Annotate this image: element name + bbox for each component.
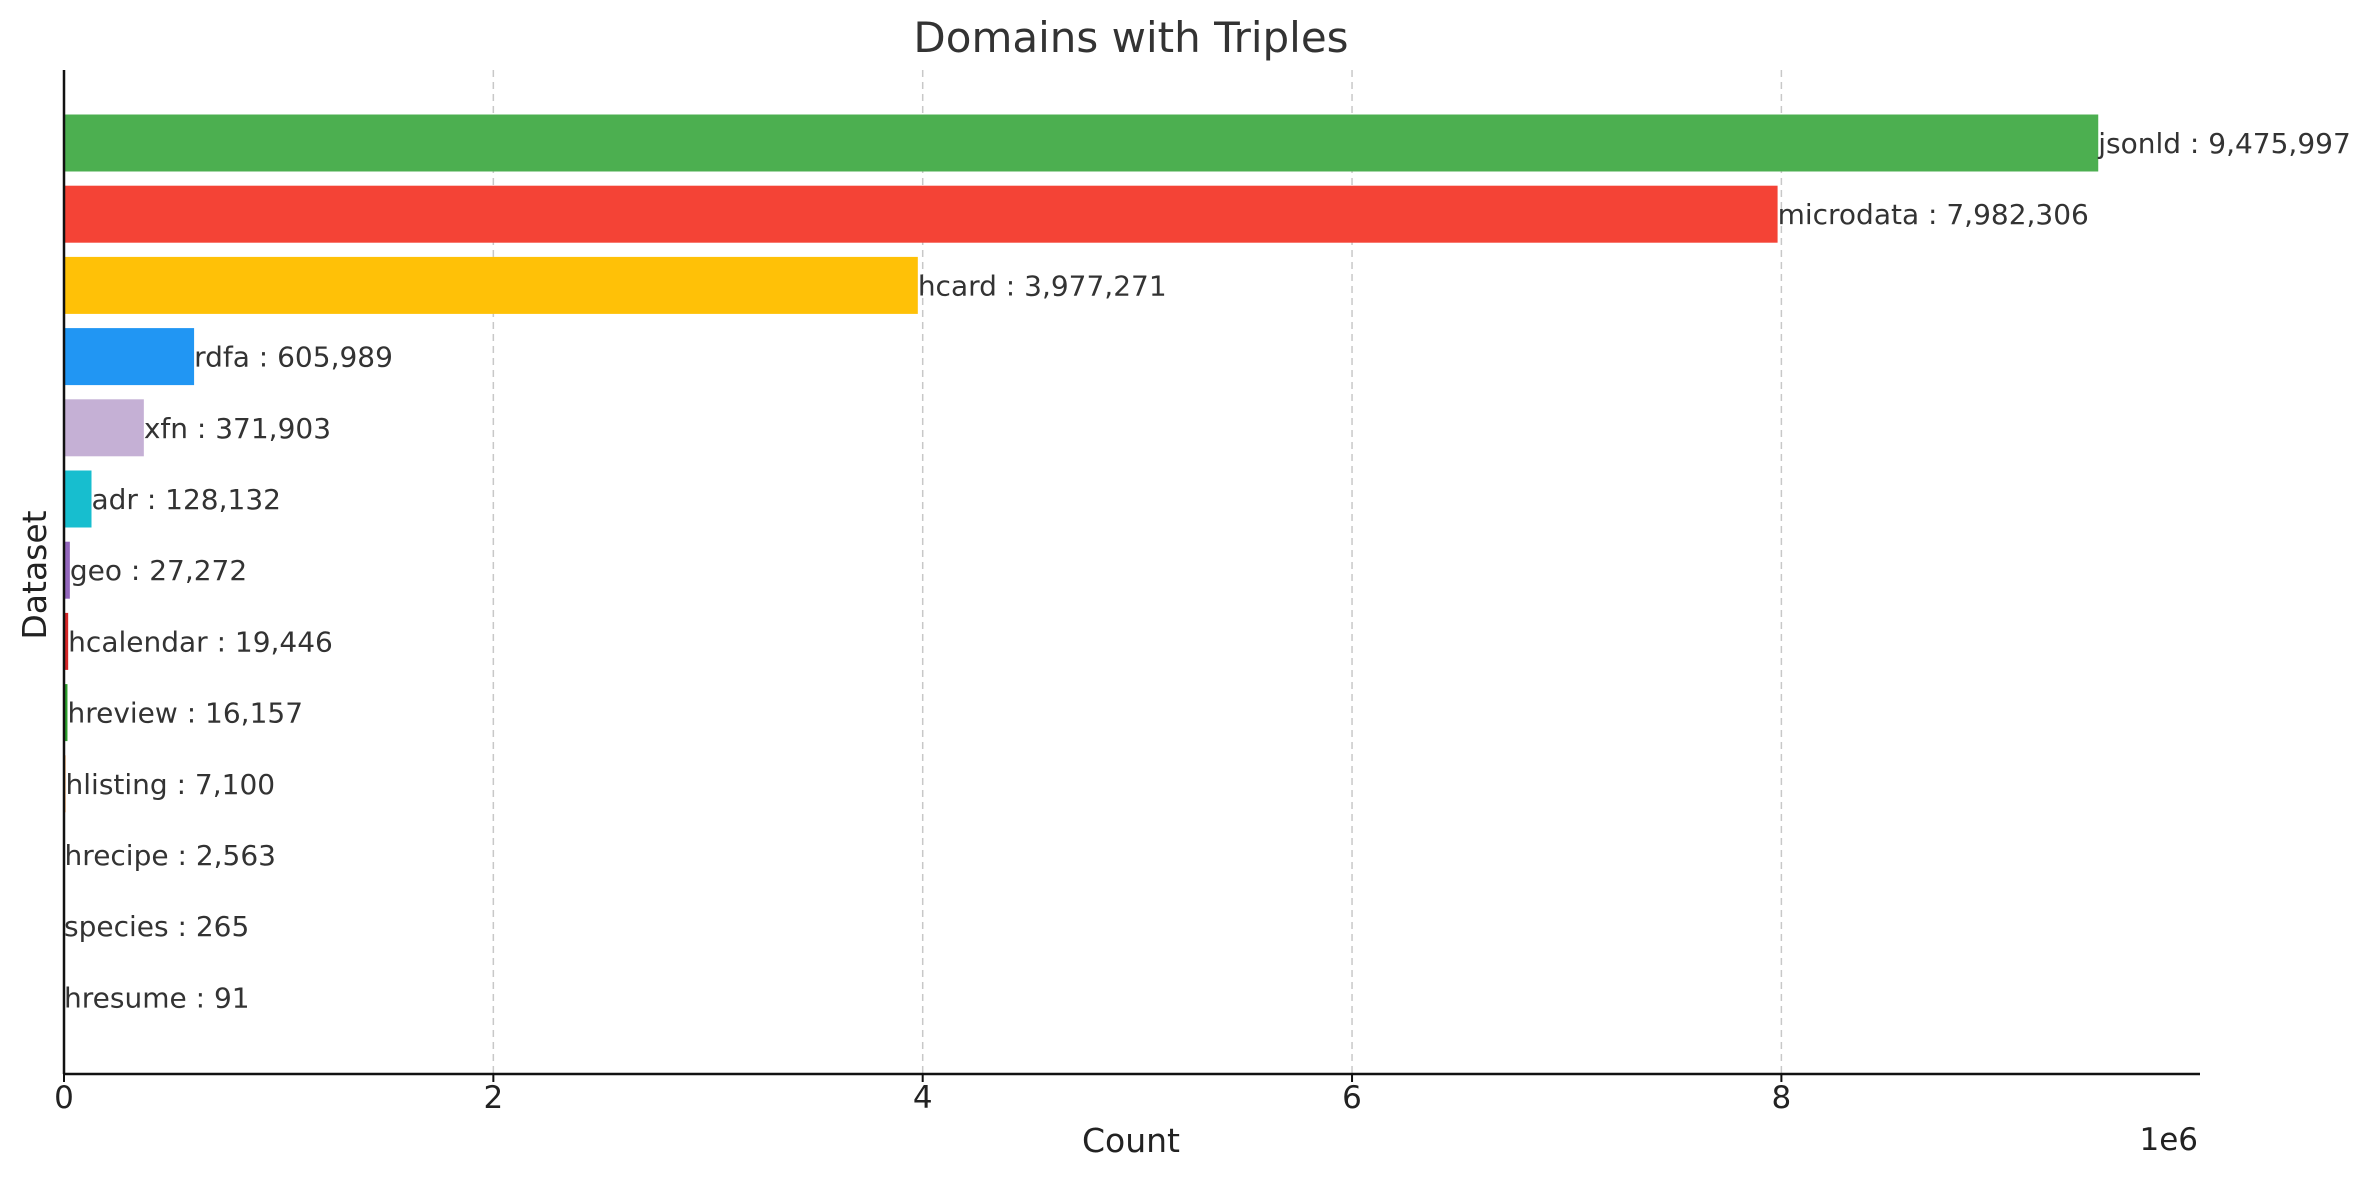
x-tick-label: 4 <box>913 1080 933 1116</box>
bar-label-microdata: microdata : 7,982,306 <box>1778 198 2089 231</box>
bar-label-species: species : 265 <box>64 910 249 943</box>
bar-geo <box>64 541 70 599</box>
bar-label-jsonld: jsonld : 9,475,997 <box>2097 127 2351 160</box>
bar-microdata <box>64 185 1778 243</box>
bar-hcalendar <box>64 612 69 670</box>
bar-label-adr: adr : 128,132 <box>92 483 281 516</box>
x-ticks: 0 2 4 6 8 <box>54 1074 1791 1116</box>
bar-xfn <box>64 399 144 457</box>
bar-label-hreview: hreview : 16,157 <box>67 697 303 730</box>
bar-jsonld <box>64 114 2099 172</box>
bar-label-hcalendar: hcalendar : 19,446 <box>68 625 333 658</box>
x-axis-label: Count <box>1082 1121 1180 1160</box>
x-tick-label: 8 <box>1772 1080 1792 1116</box>
bar-label-xfn: xfn : 371,903 <box>144 412 331 445</box>
x-axis-offset-text: 1e6 <box>2139 1122 2198 1158</box>
bar-label-hresume: hresume : 91 <box>64 981 250 1014</box>
bar-labels: jsonld : 9,475,997 microdata : 7,982,306 h… <box>64 127 2351 1014</box>
bar-adr <box>64 470 92 528</box>
bar-label-hlisting: hlisting : 7,100 <box>66 768 276 801</box>
x-tick-label: 6 <box>1342 1080 1362 1116</box>
x-tick-label: 0 <box>54 1080 74 1116</box>
bar-label-hcard: hcard : 3,977,271 <box>918 269 1167 302</box>
bars <box>64 114 2099 1026</box>
bar-hcard <box>64 256 918 314</box>
bar-rdfa <box>64 328 195 386</box>
bar-hreview <box>64 684 68 742</box>
bar-label-hrecipe: hrecipe : 2,563 <box>65 839 276 872</box>
bar-label-rdfa: rdfa : 605,989 <box>194 341 393 374</box>
bar-label-geo: geo : 27,272 <box>70 554 247 587</box>
y-axis-label: Dataset <box>15 510 54 639</box>
x-tick-label: 2 <box>483 1080 503 1116</box>
chart-title: Domains with Triples <box>913 13 1348 62</box>
